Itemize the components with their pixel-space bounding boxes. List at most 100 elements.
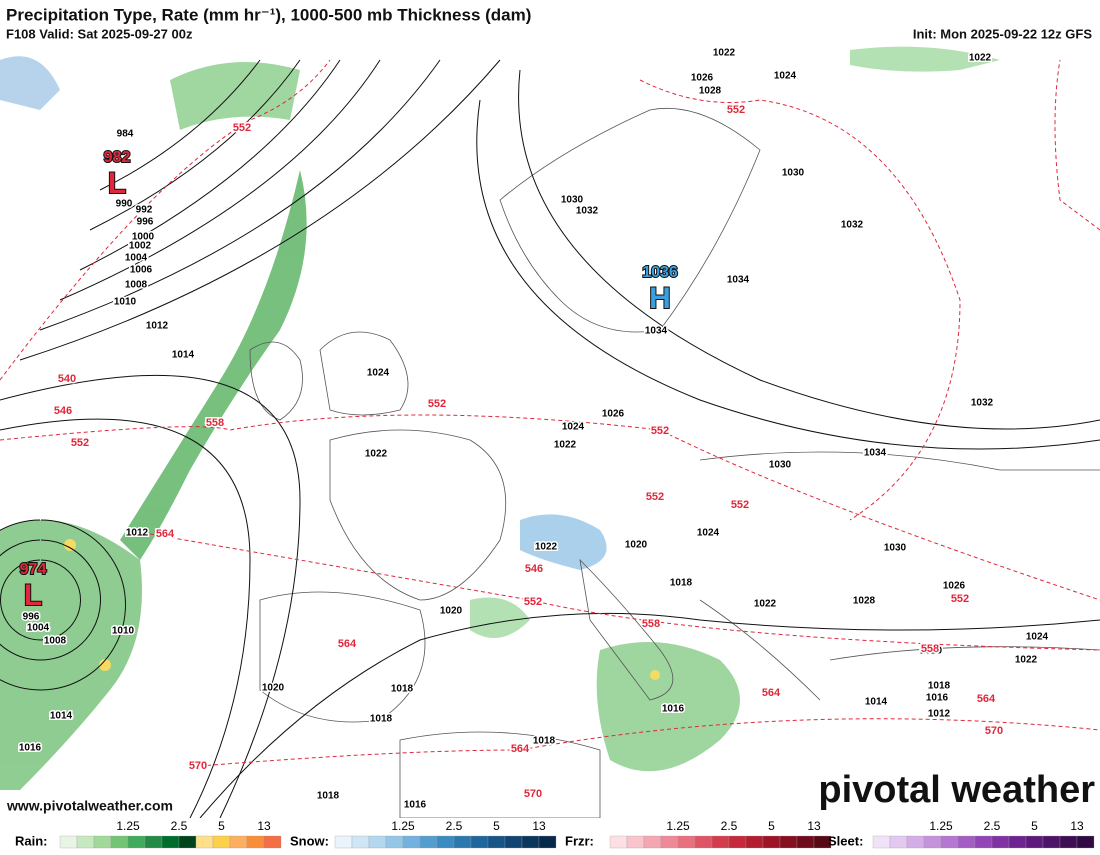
isobar-label: 1008 <box>44 636 67 647</box>
isobar-label: 1026 <box>691 73 714 84</box>
isobar-label: 1024 <box>1026 632 1049 643</box>
legend-tick-label: 5 <box>218 819 225 833</box>
isobar-label: 1018 <box>670 578 693 589</box>
legend-swatch <box>660 835 679 849</box>
legend-tick-label: 1.25 <box>391 819 415 833</box>
legend-swatch <box>957 835 976 849</box>
isobar-label: 1000 <box>132 232 155 243</box>
legend-swatch <box>1059 835 1078 849</box>
website: www.pivotalweather.com <box>6 798 173 814</box>
legend-tick-label: 2.5 <box>171 819 188 833</box>
legend-swatch <box>1025 835 1044 849</box>
isobar-label: 1008 <box>125 280 148 291</box>
coastlines <box>249 107 1100 819</box>
thickness-label: 552 <box>428 398 446 410</box>
legend-name: Sleet: <box>828 833 863 848</box>
legend-swatch <box>974 835 993 849</box>
isobars <box>0 59 1100 819</box>
legend-tick-label: 1.25 <box>116 819 140 833</box>
thickness-label: 564 <box>977 693 996 705</box>
isobar-label: 1010 <box>114 297 137 308</box>
isobar-label: 1016 <box>404 800 427 811</box>
isobar-label: 992 <box>136 205 153 216</box>
center-pressure: 982 <box>104 149 131 166</box>
isobar-label: 1028 <box>699 86 722 97</box>
isobar-label: 1014 <box>172 350 195 361</box>
legend-swatch <box>161 835 180 849</box>
legend-tick-label: 2.5 <box>446 819 463 833</box>
precip-areas <box>0 46 1000 790</box>
legend-swatch <box>991 835 1010 849</box>
legend-swatch <box>504 835 523 849</box>
isobar-label: 1024 <box>774 71 797 82</box>
isobar-label: 1026 <box>943 581 966 592</box>
legend-swatch <box>229 835 248 849</box>
legend-swatch <box>487 835 506 849</box>
legend-swatch <box>195 835 214 849</box>
thickness-label: 570 <box>524 788 542 800</box>
isobar-label: 1012 <box>928 709 951 720</box>
isobar-label: 1030 <box>769 460 792 471</box>
title: Precipitation Type, Rate (mm hr⁻¹), 1000… <box>6 5 531 24</box>
isobar-label: 1020 <box>440 606 463 617</box>
isobar-label: 1022 <box>554 440 577 451</box>
legend-swatch <box>609 835 628 849</box>
isobar-label: 1030 <box>561 195 584 206</box>
thickness-label: 552 <box>727 104 745 116</box>
isobar-label: 1022 <box>969 53 992 64</box>
isobar-label: 1032 <box>841 220 864 231</box>
legend-swatch <box>694 835 713 849</box>
isobar-label: 1018 <box>317 791 340 802</box>
thickness-label: 564 <box>762 687 781 699</box>
isobar-label: 984 <box>117 129 134 140</box>
isobar-label: 1016 <box>662 704 685 715</box>
legend-tick-label: 5 <box>768 819 775 833</box>
isobar-label: 1002 <box>129 241 152 252</box>
isobar-label: 1028 <box>853 596 876 607</box>
isobar-label: 1022 <box>754 599 777 610</box>
thickness-label: 558 <box>921 643 939 655</box>
center-symbol: L <box>108 167 126 200</box>
isobar-label: 1020 <box>920 646 943 657</box>
isobar-label: 996 <box>23 612 40 623</box>
legend-swatch <box>385 835 404 849</box>
thickness-label: 558 <box>642 618 660 630</box>
center-pressure: 974 <box>20 561 47 578</box>
isobar-label: 1018 <box>370 714 393 725</box>
isobar-label: 1024 <box>562 422 585 433</box>
legend-swatch <box>762 835 781 849</box>
legend-swatch <box>643 835 662 849</box>
isobar-label: 1012 <box>146 321 169 332</box>
thickness-label: 570 <box>189 760 207 772</box>
legend-swatch <box>351 835 370 849</box>
legend-swatch <box>779 835 798 849</box>
isobar-label: 1014 <box>865 697 888 708</box>
legend-swatch <box>923 835 942 849</box>
legend-swatch <box>872 835 891 849</box>
legend-swatch <box>368 835 387 849</box>
legend-swatch <box>889 835 908 849</box>
thickness-label: 552 <box>233 122 251 134</box>
isobar-label: 1004 <box>125 253 148 264</box>
legend-swatch <box>212 835 231 849</box>
isobar-label: 1030 <box>884 543 907 554</box>
isobar-label: 1032 <box>576 206 599 217</box>
legend-swatch <box>263 835 282 849</box>
legend-swatch <box>745 835 764 849</box>
legend-swatch <box>1076 835 1095 849</box>
legend-tick-label: 13 <box>532 819 546 833</box>
legend-name: Rain: <box>15 833 48 848</box>
legend-tick-label: 2.5 <box>984 819 1001 833</box>
brand-watermark: pivotal weather <box>818 769 1095 811</box>
isobar-label: 1016 <box>19 743 42 754</box>
isobar-label: 1018 <box>533 736 556 747</box>
legend-tick-label: 13 <box>257 819 271 833</box>
legend-swatch <box>144 835 163 849</box>
isobar-label: 1022 <box>713 48 736 59</box>
thickness-label: 570 <box>985 725 1003 737</box>
legend-swatch <box>76 835 95 849</box>
legend-tick-label: 2.5 <box>721 819 738 833</box>
thickness-label: 564 <box>156 528 175 540</box>
